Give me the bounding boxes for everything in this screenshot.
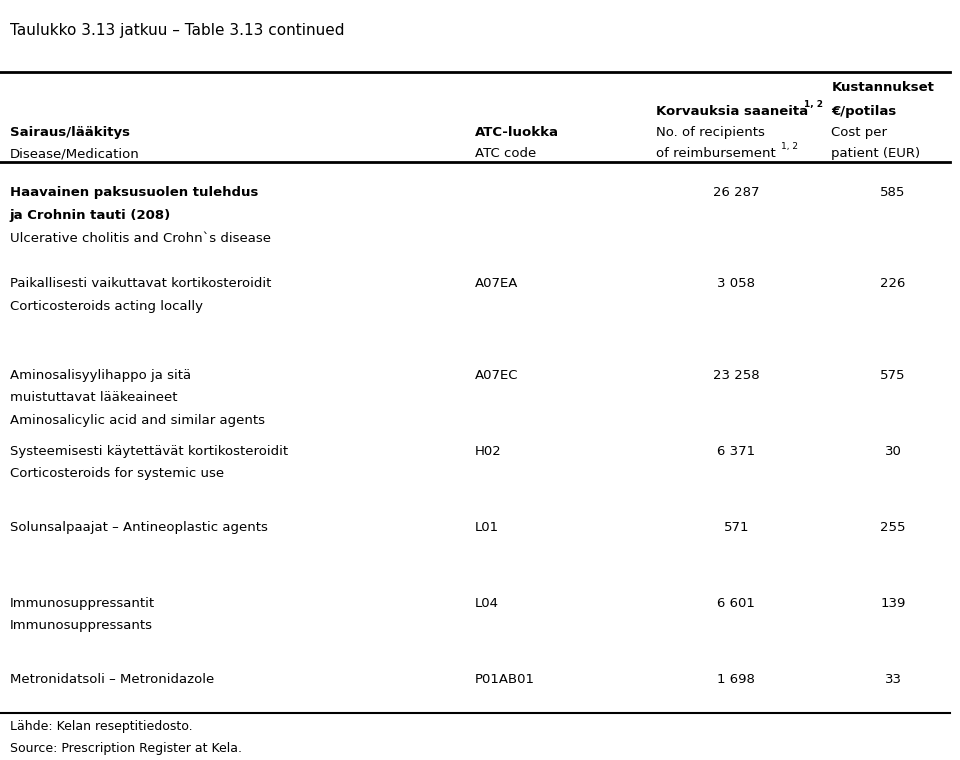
Text: A07EC: A07EC	[475, 369, 518, 382]
Text: Lähde: Kelan reseptitiedosto.: Lähde: Kelan reseptitiedosto.	[10, 720, 192, 733]
Text: Sairaus/lääkitys: Sairaus/lääkitys	[10, 126, 130, 139]
Text: A07EA: A07EA	[475, 277, 518, 290]
Text: Immunosuppressantit: Immunosuppressantit	[10, 597, 155, 610]
Text: of reimbursement: of reimbursement	[656, 147, 776, 160]
Text: 1, 2: 1, 2	[781, 142, 798, 151]
Text: 33: 33	[884, 673, 901, 686]
Text: muistuttavat lääkeaineet: muistuttavat lääkeaineet	[10, 391, 177, 404]
Text: Corticosteroids acting locally: Corticosteroids acting locally	[10, 300, 203, 313]
Text: ATC code: ATC code	[475, 147, 537, 160]
Text: 6 601: 6 601	[717, 597, 756, 610]
Text: 139: 139	[880, 597, 906, 610]
Text: ATC-luokka: ATC-luokka	[475, 126, 559, 139]
Text: €/potilas: €/potilas	[831, 105, 897, 118]
Text: Aminosalicylic acid and similar agents: Aminosalicylic acid and similar agents	[10, 414, 265, 427]
Text: 23 258: 23 258	[713, 369, 759, 382]
Text: Source: Prescription Register at Kela.: Source: Prescription Register at Kela.	[10, 742, 242, 755]
Text: Immunosuppressants: Immunosuppressants	[10, 619, 153, 632]
Text: Systeemisesti käytettävät kortikosteroidit: Systeemisesti käytettävät kortikosteroid…	[10, 445, 288, 458]
Text: Aminosalisyylihappo ja sitä: Aminosalisyylihappo ja sitä	[10, 369, 191, 382]
Text: 3 058: 3 058	[717, 277, 756, 290]
Text: H02: H02	[475, 445, 502, 458]
Text: 26 287: 26 287	[713, 186, 759, 199]
Text: Corticosteroids for systemic use: Corticosteroids for systemic use	[10, 467, 224, 480]
Text: Cost per: Cost per	[831, 126, 887, 139]
Text: Korvauksia saaneita: Korvauksia saaneita	[656, 105, 807, 118]
Text: 1, 2: 1, 2	[804, 100, 823, 109]
Text: 226: 226	[880, 277, 906, 290]
Text: 1 698: 1 698	[717, 673, 756, 686]
Text: 6 371: 6 371	[717, 445, 756, 458]
Text: Paikallisesti vaikuttavat kortikosteroidit: Paikallisesti vaikuttavat kortikosteroid…	[10, 277, 271, 290]
Text: L01: L01	[475, 521, 499, 534]
Text: 575: 575	[880, 369, 906, 382]
Text: Disease/Medication: Disease/Medication	[10, 147, 139, 160]
Text: patient (EUR): patient (EUR)	[831, 147, 921, 160]
Text: Metronidatsoli – Metronidazole: Metronidatsoli – Metronidazole	[10, 673, 214, 686]
Text: P01AB01: P01AB01	[475, 673, 535, 686]
Text: Kustannukset: Kustannukset	[831, 81, 934, 94]
Text: L04: L04	[475, 597, 499, 610]
Text: 30: 30	[885, 445, 901, 458]
Text: Haavainen paksusuolen tulehdus: Haavainen paksusuolen tulehdus	[10, 186, 258, 199]
Text: Ulcerative cholitis and Crohn`s disease: Ulcerative cholitis and Crohn`s disease	[10, 232, 271, 245]
Text: ja Crohnin tauti (208): ja Crohnin tauti (208)	[10, 209, 171, 222]
Text: No. of recipients: No. of recipients	[656, 126, 764, 139]
Text: 585: 585	[880, 186, 906, 199]
Text: 571: 571	[724, 521, 749, 534]
Text: Taulukko 3.13 jatkuu – Table 3.13 continued: Taulukko 3.13 jatkuu – Table 3.13 contin…	[10, 23, 344, 38]
Text: Solunsalpaajat – Antineoplastic agents: Solunsalpaajat – Antineoplastic agents	[10, 521, 268, 534]
Text: 255: 255	[880, 521, 906, 534]
